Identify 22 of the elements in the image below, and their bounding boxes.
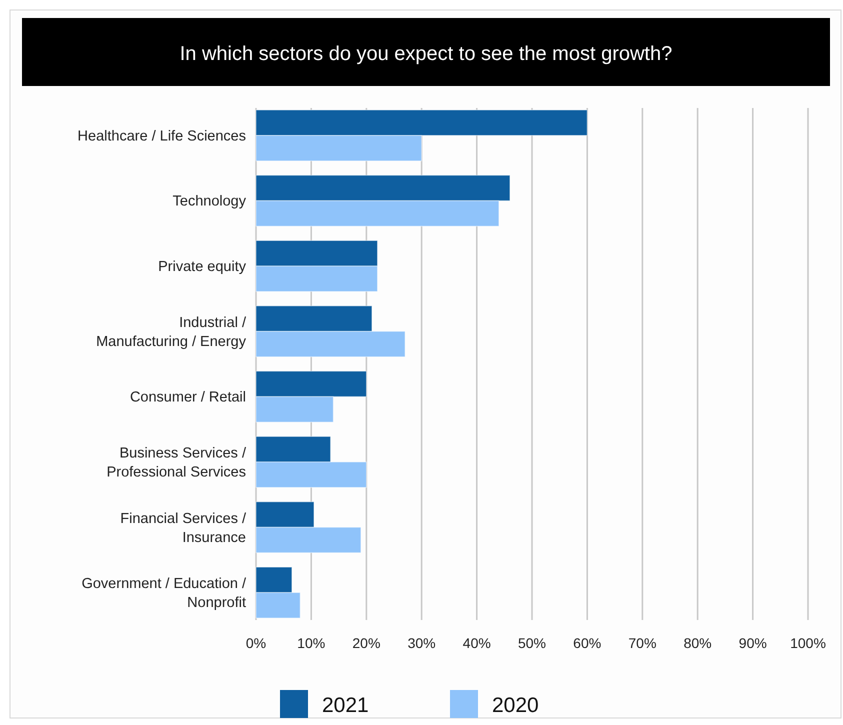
x-tick-label: 30%	[408, 635, 436, 651]
y-tick-label: Financial Services / Insurance	[120, 510, 247, 546]
legend-label: 2020	[492, 694, 539, 717]
y-tick-label: Healthcare / Life Sciences	[78, 128, 246, 144]
chart-title: In which sectors do you expect to see the most growth?	[180, 43, 672, 65]
y-tick-label: Business Services / Professional Services	[106, 445, 247, 480]
y-tick-label: Industrial / Manufacturing / Energy	[96, 314, 247, 350]
y-tick-label: Private equity	[158, 259, 247, 276]
x-tick-label: 70%	[628, 635, 656, 651]
x-tick-label: 20%	[352, 635, 380, 651]
x-tick-label: 90%	[738, 635, 767, 651]
x-tick-label: 0%	[246, 635, 266, 651]
x-tick-label: 60%	[573, 635, 602, 651]
x-tick-label: 40%	[462, 635, 491, 651]
legend-label: 2021	[322, 694, 369, 717]
x-tick-label: 50%	[518, 635, 546, 651]
y-tick-label: Government / Education / Nonprofit	[82, 576, 247, 612]
y-tick-label: Consumer / Retail	[130, 390, 246, 406]
x-tick-label: 100%	[790, 635, 826, 651]
x-tick-label: 80%	[684, 635, 712, 651]
x-tick-label: 10%	[297, 635, 326, 651]
y-tick-label: Technology	[172, 194, 247, 210]
